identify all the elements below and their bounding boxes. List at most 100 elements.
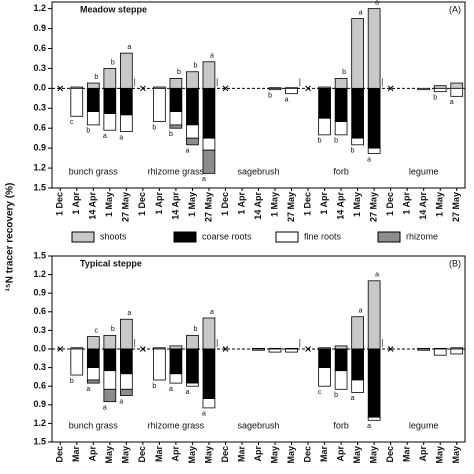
bar-1 [119, 87, 133, 116]
bar-2 [318, 367, 331, 387]
x-tick-label: 14 Apr [88, 192, 98, 220]
no-data-marker [387, 346, 394, 352]
bar-2 [367, 147, 381, 154]
bar-1 [119, 348, 133, 375]
x-tick-label: May [104, 446, 114, 464]
x-tick-label: 1 Dec [55, 192, 65, 216]
x-tick-label: 14 Apr [170, 192, 180, 220]
bar-2 [169, 373, 183, 384]
no-data-marker [387, 85, 394, 92]
letter: a [127, 310, 131, 317]
x-tick-label: 1 Dec [385, 192, 395, 216]
letter: b [152, 124, 156, 131]
bar-0 [186, 71, 199, 89]
legend-label: shoots [100, 231, 127, 241]
letter: b [70, 378, 74, 385]
x-tick-label: 27 May [203, 192, 213, 222]
letter: b [152, 383, 156, 390]
x-tick-label: 1 May [187, 192, 197, 217]
bar-2 [334, 121, 348, 136]
x-tick-label: 14 Apr [418, 192, 428, 220]
group-label: forb [333, 166, 349, 176]
x-tick-label: May [269, 446, 279, 464]
no-data-marker [57, 346, 64, 352]
y-axis-label: ¹⁵N tracer recovery (%) [5, 183, 16, 292]
bar-3 [103, 388, 117, 403]
letter: b [86, 128, 90, 135]
bar-2 [86, 367, 100, 381]
bar-1 [367, 348, 381, 418]
y-tick-label: 0.9 [33, 23, 46, 33]
bar-0 [103, 68, 117, 89]
x-tick-label: Dec [137, 446, 147, 463]
x-tick-label: May [451, 446, 461, 464]
y-tick-label: 1.5 [33, 250, 46, 260]
bar-1 [367, 87, 381, 149]
bar-0 [367, 280, 381, 350]
letter: b [193, 326, 197, 333]
letter: b [334, 392, 338, 399]
letter: a [359, 9, 363, 16]
x-tick-label: 1 Apr [236, 192, 246, 215]
bar-2 [119, 373, 133, 390]
bar-0 [202, 61, 216, 89]
bar-2 [252, 348, 265, 351]
legend: shoots coarse roots fine roots rhizome [71, 231, 438, 243]
letter: b [193, 63, 197, 70]
x-tick-label: Apr [418, 446, 428, 462]
letter: b [318, 138, 322, 145]
bar-2 [285, 87, 298, 95]
bar-0 [103, 334, 117, 350]
bar-2 [433, 87, 447, 93]
x-tick-label: 1 May [269, 192, 279, 217]
bar-0 [119, 52, 133, 89]
bar-2 [417, 87, 431, 91]
x-tick-label: Apr [335, 446, 345, 462]
panel: 1.2 0.9 0.6 0.3 0.0 0.3 0.6 0.9 1.2 1.5 Meadow ste… [33, 0, 466, 222]
y-tick-label: 1.5 [33, 182, 46, 192]
bar-1 [186, 348, 199, 384]
letter: a [367, 156, 371, 163]
x-tick-label: 27 May [121, 192, 131, 222]
bar-2 [351, 137, 364, 146]
letter: a [185, 148, 189, 155]
bar-0 [351, 18, 364, 89]
bar-1 [334, 348, 348, 372]
y-tick-label: 0.3 [33, 103, 46, 113]
x-tick-label: Apr [253, 446, 263, 462]
bar-3 [86, 379, 100, 384]
letter: b [169, 131, 173, 138]
no-data-marker [222, 85, 229, 92]
bar-1 [318, 348, 331, 369]
letter: b [94, 74, 98, 81]
letter: a [119, 398, 123, 405]
y-tick-label: 0.9 [33, 288, 46, 298]
x-tick-label: Dec [55, 446, 65, 463]
bar-0 [169, 345, 183, 350]
x-tick-label: Mar [154, 446, 164, 463]
letter: a [351, 395, 355, 402]
group-label: legume [409, 166, 439, 176]
bar-2 [318, 117, 331, 136]
x-tick-label: May [286, 446, 296, 464]
bar-1 [334, 87, 348, 122]
bar-2 [285, 348, 298, 353]
letter: a [210, 309, 214, 316]
x-tick-label: Dec [220, 446, 230, 463]
letter: b [268, 93, 272, 100]
x-tick-label: 1 May [435, 192, 445, 217]
group-label: bunch grass [69, 166, 119, 176]
x-tick-label: 1 Dec [302, 192, 312, 216]
x-tick-label: 1 Apr [71, 192, 81, 215]
bar-1 [351, 348, 364, 381]
bar-0 [119, 318, 133, 350]
x-tick-label: 1 Apr [319, 192, 329, 215]
panel-label: (B) [449, 258, 461, 268]
y-tick-label: 0.3 [33, 63, 46, 73]
x-tick-label: 27 May [369, 192, 379, 222]
legend-swatch [377, 231, 401, 243]
letter: a [103, 133, 107, 140]
bar-2 [186, 382, 199, 387]
x-tick-label: May [187, 446, 197, 464]
bar-2 [119, 114, 133, 132]
